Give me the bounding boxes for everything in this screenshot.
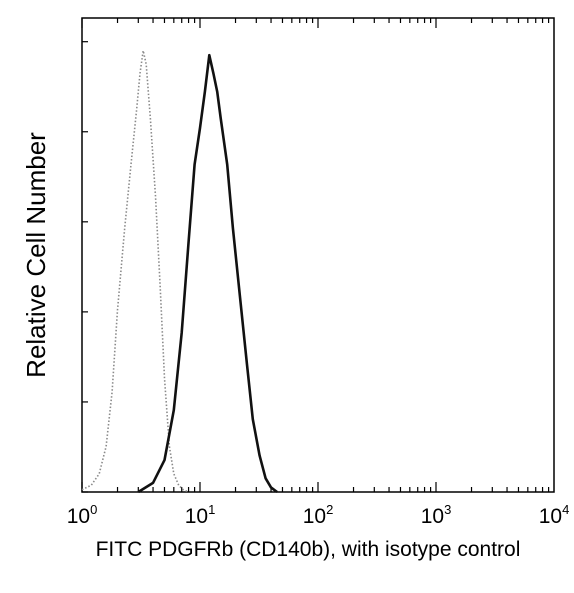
x-tick-label: 100 [67,502,98,528]
x-axis-label: FITC PDGFRb (CD140b), with isotype contr… [96,538,521,561]
x-ticks: 100 101 102 103 104 [67,18,570,528]
x-tick-label: 101 [185,502,216,528]
x-tick-label: 103 [421,502,452,528]
y-axis-label: Relative Cell Number [21,132,51,378]
isotype-control-curve [81,49,189,493]
x-tick-label: 102 [303,502,334,528]
x-tick-label: 104 [539,502,570,528]
series-layer [81,49,278,494]
pdgfrb-curve [137,53,278,494]
y-ticks [82,41,88,493]
plot-frame [81,17,555,493]
